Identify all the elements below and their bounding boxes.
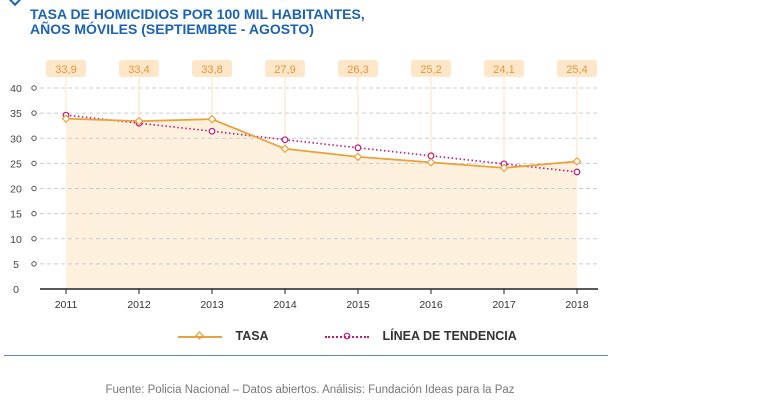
x-tick-label: 2018 [565, 299, 589, 311]
trend-point [281, 136, 289, 144]
data-label: 26,3 [347, 64, 368, 76]
y-tick-label: 30 [10, 133, 22, 145]
data-label-box [192, 60, 232, 77]
legend-trend-label: LÍNEA DE TENDENCIA [382, 329, 517, 343]
area-fill [66, 118, 577, 289]
tasa-point [499, 163, 509, 173]
data-label-box [557, 60, 597, 77]
y-tick-label: 10 [10, 234, 22, 246]
data-label-box [338, 60, 378, 77]
tasa-point [426, 157, 436, 167]
title-line-1: TASA DE HOMICIDIOS POR 100 MIL HABITANTE… [30, 6, 365, 22]
y-tick-label: 15 [10, 209, 22, 221]
tasa-point [134, 116, 144, 126]
trend-point [427, 152, 435, 160]
tasa-point [280, 144, 290, 154]
y-tick-marker [31, 236, 37, 242]
data-label: 24,1 [493, 64, 514, 76]
tasa-line [65, 117, 578, 169]
data-label: 25,2 [420, 64, 441, 76]
x-tick-label: 2017 [492, 299, 516, 311]
x-tick-label: 2011 [55, 299, 78, 311]
x-tick-label: 2013 [200, 299, 224, 311]
title-line-2: AÑOS MÓVILES (SEPTIEMBRE - AGOSTO) [30, 21, 314, 37]
tasa-point [353, 152, 363, 162]
trend-point [354, 144, 362, 152]
trend-line [65, 114, 578, 173]
data-label: 33,4 [128, 64, 149, 76]
legend-tasa: TASA [178, 329, 269, 343]
x-tick-label: 2014 [273, 299, 297, 311]
tasa-point [61, 114, 71, 124]
data-label-box [484, 60, 524, 77]
y-tick-marker [31, 185, 37, 192]
data-label: 33,8 [201, 64, 222, 76]
data-label: 27,9 [274, 64, 295, 76]
x-tick-label: 2016 [419, 299, 443, 311]
chart-title: TASA DE HOMICIDIOS POR 100 MIL HABITANTE… [30, 7, 365, 37]
data-label: 25,4 [566, 64, 587, 76]
y-tick-marker [31, 210, 37, 217]
y-tick-marker [31, 135, 37, 141]
source-note: Fuente: Policia Nacional – Datos abierto… [105, 384, 515, 396]
trend-point [208, 127, 216, 135]
divider [4, 355, 608, 356]
data-label-box [265, 60, 305, 77]
y-tick-label: 35 [10, 108, 22, 120]
legend-tasa-label: TASA [235, 329, 269, 343]
tasa-point [207, 114, 217, 124]
data-label-box [119, 60, 159, 77]
y-tick-label: 0 [13, 284, 19, 296]
tasa-point [572, 156, 582, 166]
data-label-box [46, 60, 86, 77]
legend-tasa-swatch [178, 335, 222, 338]
y-tick-label: 5 [13, 259, 19, 271]
data-label: 33,9 [55, 64, 76, 76]
trend-point [573, 168, 581, 176]
legend-trend-swatch [325, 335, 369, 338]
x-tick-label: 2012 [127, 299, 151, 311]
x-tick-label: 2015 [346, 299, 370, 311]
legend-trend: LÍNEA DE TENDENCIA [325, 329, 517, 343]
y-tick-label: 20 [10, 184, 22, 196]
y-tick-marker [31, 160, 37, 167]
y-tick-label: 25 [10, 158, 22, 170]
y-tick-marker [31, 261, 37, 267]
data-label-box [411, 60, 451, 77]
y-tick-marker [31, 110, 37, 116]
y-tick-marker [31, 85, 37, 91]
y-tick-label: 40 [10, 83, 22, 95]
